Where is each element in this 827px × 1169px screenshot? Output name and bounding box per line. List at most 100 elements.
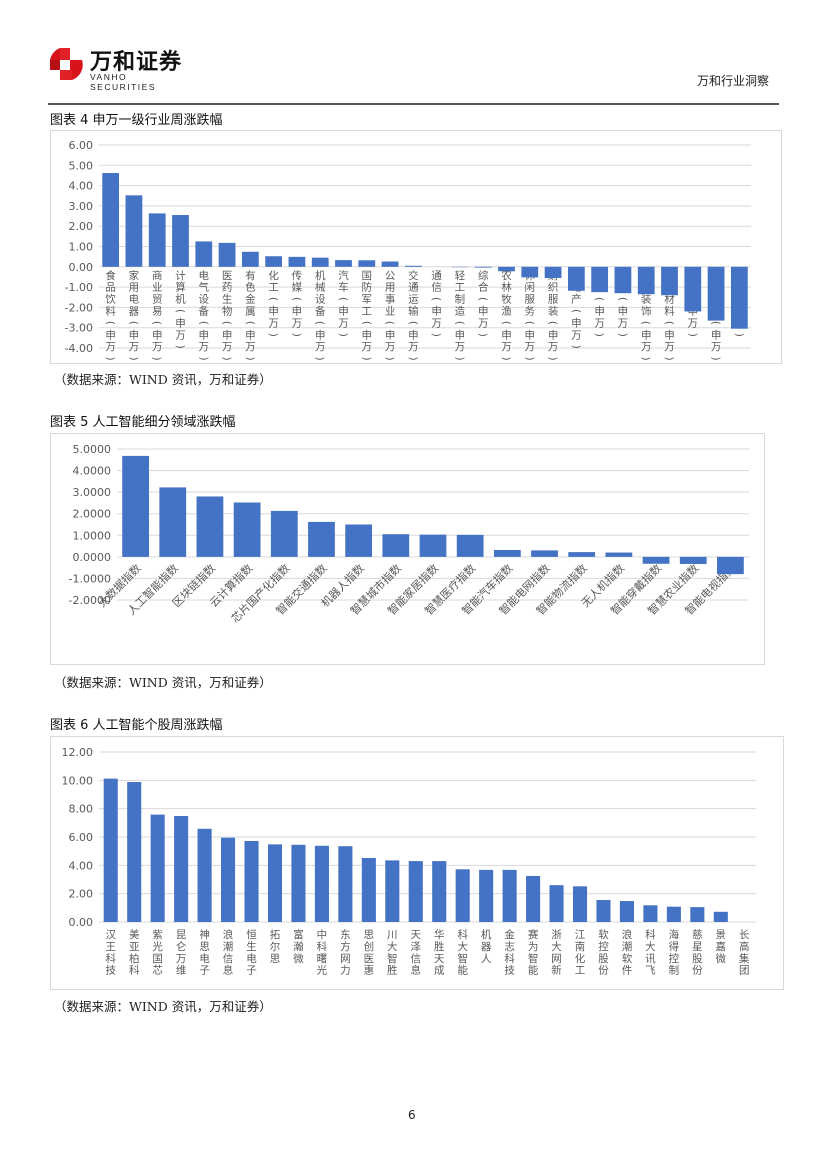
svg-text:): ) — [337, 333, 349, 337]
svg-text:工: 工 — [268, 282, 279, 294]
svg-text:): ) — [593, 333, 605, 337]
svg-text:万: 万 — [711, 341, 722, 353]
svg-text:万: 万 — [571, 329, 582, 341]
y-tick-label: 4.00 — [69, 859, 94, 872]
svg-text:团: 团 — [739, 965, 750, 977]
svg-text:运: 运 — [408, 294, 419, 306]
figure-4-source: （数据来源：WIND 资讯，万和证券） — [54, 372, 272, 387]
svg-text:潮: 潮 — [223, 940, 234, 953]
svg-text:饰: 饰 — [641, 305, 652, 318]
svg-text:星: 星 — [692, 941, 703, 953]
svg-text:讯: 讯 — [645, 952, 656, 965]
bar — [619, 901, 634, 922]
svg-text:属: 属 — [245, 306, 256, 318]
svg-text:(: ( — [337, 297, 349, 301]
bar — [404, 265, 422, 267]
svg-text:网: 网 — [340, 953, 351, 965]
bar — [544, 266, 562, 278]
svg-text:(: ( — [500, 321, 512, 325]
svg-text:为: 为 — [528, 941, 539, 953]
svg-text:万: 万 — [152, 341, 163, 353]
svg-text:能: 能 — [528, 964, 539, 977]
svg-text:): ) — [616, 333, 628, 337]
svg-text:): ) — [314, 357, 326, 361]
svg-text:电: 电 — [199, 952, 210, 965]
svg-text:浙: 浙 — [551, 929, 562, 941]
svg-text:万: 万 — [478, 317, 489, 329]
y-tick-label: -3.00 — [65, 322, 93, 335]
svg-text:): ) — [360, 357, 372, 361]
svg-text:光: 光 — [152, 940, 163, 953]
y-tick-label: -1.0000 — [69, 572, 111, 585]
svg-text:械: 械 — [315, 281, 326, 294]
svg-text:(: ( — [290, 297, 302, 301]
header-divider — [48, 103, 779, 105]
svg-text:申: 申 — [525, 328, 536, 341]
svg-text:万: 万 — [548, 341, 559, 353]
svg-text:): ) — [570, 345, 582, 349]
svg-text:料: 料 — [105, 305, 116, 318]
svg-text:股: 股 — [692, 953, 703, 965]
svg-text:易: 易 — [152, 306, 163, 318]
svg-text:维: 维 — [176, 964, 187, 977]
svg-text:万: 万 — [431, 317, 442, 329]
bar — [690, 907, 705, 922]
y-tick-label: 6.00 — [69, 831, 94, 844]
x-category-label: 休闲服务(申万) — [523, 270, 535, 361]
svg-text:景: 景 — [716, 929, 727, 941]
bar — [122, 455, 149, 557]
svg-text:万: 万 — [688, 317, 699, 329]
svg-text:服: 服 — [548, 294, 559, 306]
svg-text:南: 南 — [575, 940, 586, 953]
svg-text:有: 有 — [245, 269, 256, 282]
svg-text:万: 万 — [268, 317, 279, 329]
svg-text:): ) — [127, 357, 139, 361]
svg-text:): ) — [197, 357, 209, 361]
svg-text:牧: 牧 — [501, 293, 512, 306]
svg-text:(: ( — [710, 321, 722, 325]
bar — [195, 241, 213, 267]
svg-text:): ) — [151, 357, 163, 361]
svg-text:申: 申 — [385, 328, 396, 341]
x-category-label: 机器人 — [481, 928, 492, 965]
bar — [591, 266, 609, 293]
svg-text:申: 申 — [199, 328, 210, 341]
svg-text:天: 天 — [411, 929, 422, 941]
svg-text:科: 科 — [457, 928, 468, 941]
svg-text:): ) — [547, 357, 559, 361]
svg-text:申: 申 — [431, 305, 442, 318]
vanho-logo-icon — [50, 48, 83, 80]
svg-text:申: 申 — [664, 328, 675, 341]
svg-text:软: 软 — [622, 952, 633, 965]
svg-text:饮: 饮 — [105, 293, 116, 306]
svg-text:华: 华 — [434, 928, 445, 941]
page-header: 万和证券 VANHO SECURITIES 万和行业洞察 — [0, 0, 827, 105]
figure-6-title: 图表 6 人工智能个股周涨跌幅 — [50, 718, 223, 733]
svg-text:万: 万 — [175, 329, 186, 341]
x-category-label: 拓尔思 — [270, 929, 281, 965]
svg-text:浪: 浪 — [223, 928, 234, 941]
svg-text:): ) — [290, 333, 302, 337]
bar — [549, 885, 564, 922]
svg-text:申: 申 — [641, 328, 652, 341]
bar — [361, 857, 376, 922]
svg-text:公: 公 — [385, 270, 396, 282]
y-tick-label: 4.0000 — [73, 465, 112, 478]
svg-text:农: 农 — [501, 269, 512, 282]
svg-text:用: 用 — [385, 282, 396, 294]
svg-text:机: 机 — [315, 269, 326, 282]
svg-text:): ) — [174, 345, 186, 349]
svg-text:申: 申 — [711, 328, 722, 341]
svg-text:人: 人 — [481, 953, 492, 965]
